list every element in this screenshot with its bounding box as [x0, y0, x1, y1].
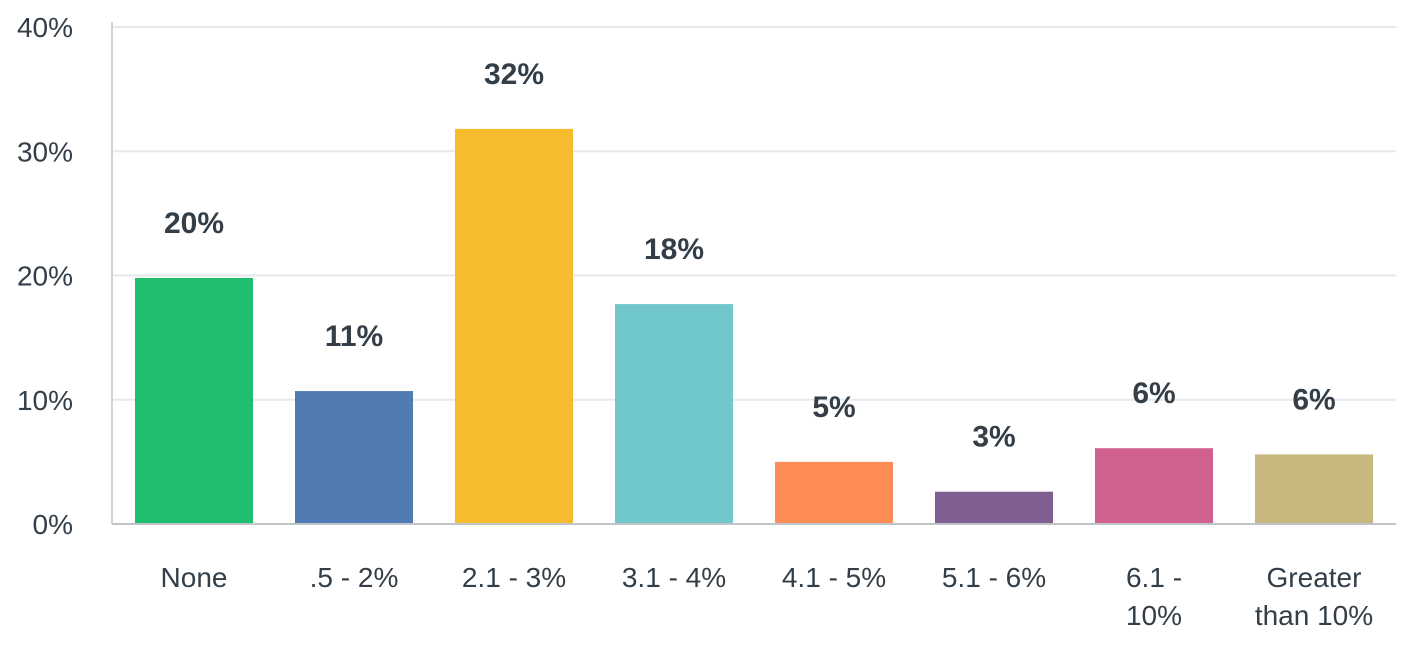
- x-tick-label: .5 - 2%: [310, 562, 399, 593]
- x-tick-label-line: None: [161, 562, 228, 593]
- x-tick-label: 3.1 - 4%: [622, 562, 726, 593]
- x-tick-label-line: 4.1 - 5%: [782, 562, 886, 593]
- y-tick-label: 40%: [17, 12, 73, 43]
- x-tick-label: 6.1 - 10%: [1126, 562, 1182, 631]
- y-tick-label: 0%: [33, 509, 73, 540]
- bar: [455, 128, 573, 524]
- axes: [111, 22, 1396, 525]
- data-label: 11%: [325, 320, 383, 353]
- bar: [135, 277, 253, 524]
- x-tick-label-line: 6.1 -: [1126, 562, 1182, 593]
- x-tick-label-line: 3.1 - 4%: [622, 562, 726, 593]
- data-label: 5%: [812, 391, 855, 424]
- x-tick-label-line: Greater: [1267, 562, 1362, 593]
- x-tick-label-line: 2.1 - 3%: [462, 562, 566, 593]
- x-tick-label-line: 10%: [1126, 600, 1182, 631]
- data-label: 32%: [484, 58, 544, 91]
- gridlines: [112, 26, 1396, 401]
- bars: [135, 128, 1373, 524]
- x-tick-label: 4.1 - 5%: [782, 562, 886, 593]
- data-label: 3%: [972, 421, 1015, 454]
- y-tick-label: 30%: [17, 136, 73, 167]
- y-tick-label: 10%: [17, 385, 73, 416]
- bar: [295, 391, 413, 524]
- y-tick-label: 20%: [17, 261, 73, 292]
- x-tick-label-line: .5 - 2%: [310, 562, 399, 593]
- x-tick-label-line: 5.1 - 6%: [942, 562, 1046, 593]
- x-tick-label-line: than 10%: [1255, 600, 1373, 631]
- x-tick-label: Greater than 10%: [1255, 562, 1373, 631]
- bar: [775, 461, 893, 524]
- data-label: 18%: [644, 233, 704, 266]
- bar: [615, 304, 733, 524]
- data-label: 6%: [1132, 377, 1175, 410]
- x-tick-label: 2.1 - 3%: [462, 562, 566, 593]
- bar: [1095, 448, 1213, 524]
- labels: 0% 10% 20% 30% 40% 20% None 11% .5 - 2% 32% 2.1 - …: [17, 12, 1373, 631]
- x-tick-label: None: [161, 562, 228, 593]
- bar: [1255, 454, 1373, 524]
- data-label: 20%: [164, 207, 224, 240]
- bar: [935, 491, 1053, 524]
- data-label: 6%: [1292, 383, 1335, 416]
- x-tick-label: 5.1 - 6%: [942, 562, 1046, 593]
